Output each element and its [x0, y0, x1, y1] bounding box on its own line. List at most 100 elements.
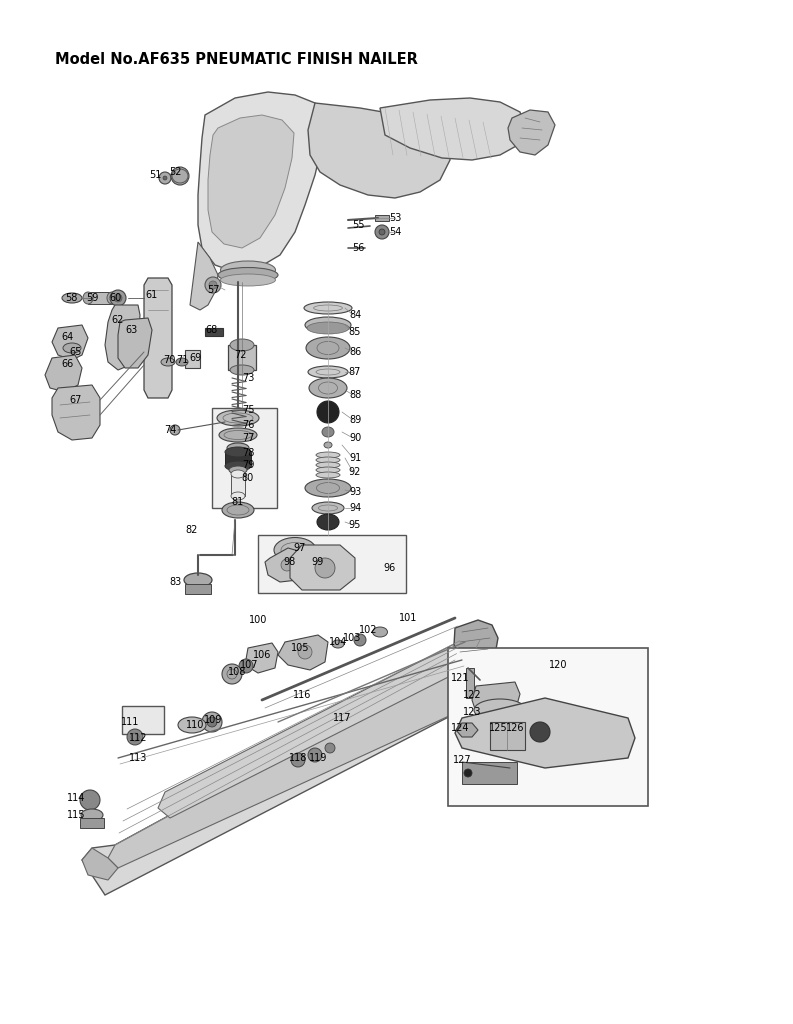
Polygon shape — [82, 848, 118, 880]
Circle shape — [298, 645, 312, 659]
Text: 53: 53 — [389, 213, 401, 223]
Polygon shape — [144, 278, 172, 398]
Text: 127: 127 — [453, 755, 471, 765]
Text: 59: 59 — [86, 293, 98, 303]
Text: 57: 57 — [207, 285, 219, 295]
Ellipse shape — [229, 466, 247, 474]
Ellipse shape — [308, 366, 348, 378]
Ellipse shape — [312, 502, 344, 514]
Polygon shape — [108, 660, 472, 868]
Bar — [185, 584, 211, 594]
Text: 61: 61 — [146, 290, 158, 300]
Text: 69: 69 — [190, 353, 202, 362]
Polygon shape — [456, 723, 478, 737]
Circle shape — [202, 712, 222, 732]
Ellipse shape — [316, 467, 340, 473]
Ellipse shape — [316, 457, 340, 463]
Text: 125: 125 — [488, 723, 508, 733]
Bar — [231, 474, 245, 496]
Circle shape — [308, 748, 322, 762]
Ellipse shape — [62, 293, 82, 303]
Text: 70: 70 — [163, 355, 175, 365]
Circle shape — [222, 664, 242, 684]
Text: 64: 64 — [62, 332, 74, 342]
Ellipse shape — [307, 322, 349, 334]
Ellipse shape — [231, 492, 245, 500]
Circle shape — [375, 225, 389, 239]
Ellipse shape — [230, 339, 254, 351]
Text: 126: 126 — [506, 723, 524, 733]
Polygon shape — [290, 545, 355, 590]
Ellipse shape — [219, 428, 257, 442]
Text: 89: 89 — [349, 415, 361, 425]
Text: 87: 87 — [349, 367, 361, 377]
Bar — [205, 328, 223, 336]
Ellipse shape — [332, 640, 344, 648]
Ellipse shape — [222, 502, 254, 518]
Text: 88: 88 — [349, 390, 361, 400]
Ellipse shape — [220, 274, 275, 286]
Text: 51: 51 — [149, 170, 161, 180]
Ellipse shape — [63, 343, 81, 353]
Text: 114: 114 — [67, 793, 85, 803]
Polygon shape — [158, 640, 472, 818]
Polygon shape — [278, 635, 328, 670]
Ellipse shape — [304, 302, 352, 314]
Polygon shape — [45, 355, 82, 392]
Text: 119: 119 — [308, 753, 328, 763]
Bar — [258, 535, 406, 593]
Polygon shape — [52, 325, 88, 360]
Bar — [212, 408, 277, 508]
Text: 124: 124 — [450, 723, 469, 733]
Text: 67: 67 — [70, 395, 82, 406]
Circle shape — [205, 278, 221, 293]
Text: 54: 54 — [389, 227, 401, 237]
Polygon shape — [208, 115, 294, 248]
Circle shape — [171, 167, 189, 185]
Circle shape — [114, 294, 122, 302]
Text: 77: 77 — [242, 433, 255, 443]
Text: 112: 112 — [128, 733, 147, 743]
Text: 106: 106 — [253, 650, 271, 660]
Bar — [122, 706, 164, 734]
Circle shape — [127, 729, 143, 745]
Bar — [88, 292, 112, 304]
Polygon shape — [52, 385, 100, 440]
Circle shape — [464, 769, 472, 777]
Polygon shape — [508, 110, 555, 155]
Text: 76: 76 — [242, 420, 255, 430]
Ellipse shape — [225, 447, 251, 457]
Circle shape — [239, 659, 253, 673]
Text: 123: 123 — [463, 707, 481, 717]
Ellipse shape — [474, 699, 526, 721]
Text: 122: 122 — [462, 690, 481, 700]
Text: 111: 111 — [121, 717, 140, 727]
Circle shape — [315, 558, 335, 578]
Circle shape — [80, 790, 100, 810]
Text: 60: 60 — [109, 293, 121, 303]
Text: 80: 80 — [242, 473, 254, 483]
Text: 82: 82 — [186, 525, 198, 535]
Text: 68: 68 — [206, 325, 218, 335]
Text: 118: 118 — [289, 753, 307, 763]
Ellipse shape — [373, 627, 388, 637]
Text: 62: 62 — [112, 315, 125, 325]
Ellipse shape — [306, 337, 350, 359]
Ellipse shape — [230, 365, 254, 375]
Text: 78: 78 — [242, 449, 255, 458]
Circle shape — [325, 743, 335, 753]
Ellipse shape — [309, 378, 347, 398]
Text: 75: 75 — [242, 406, 255, 415]
Text: 101: 101 — [399, 613, 417, 623]
Circle shape — [207, 717, 217, 727]
Bar — [466, 668, 474, 698]
Text: 79: 79 — [242, 460, 255, 470]
Text: 116: 116 — [293, 690, 311, 700]
Ellipse shape — [475, 713, 525, 733]
Text: 71: 71 — [176, 355, 188, 365]
Ellipse shape — [83, 292, 93, 304]
Polygon shape — [198, 92, 325, 272]
Ellipse shape — [220, 261, 275, 279]
Ellipse shape — [176, 358, 188, 366]
Ellipse shape — [316, 452, 340, 458]
